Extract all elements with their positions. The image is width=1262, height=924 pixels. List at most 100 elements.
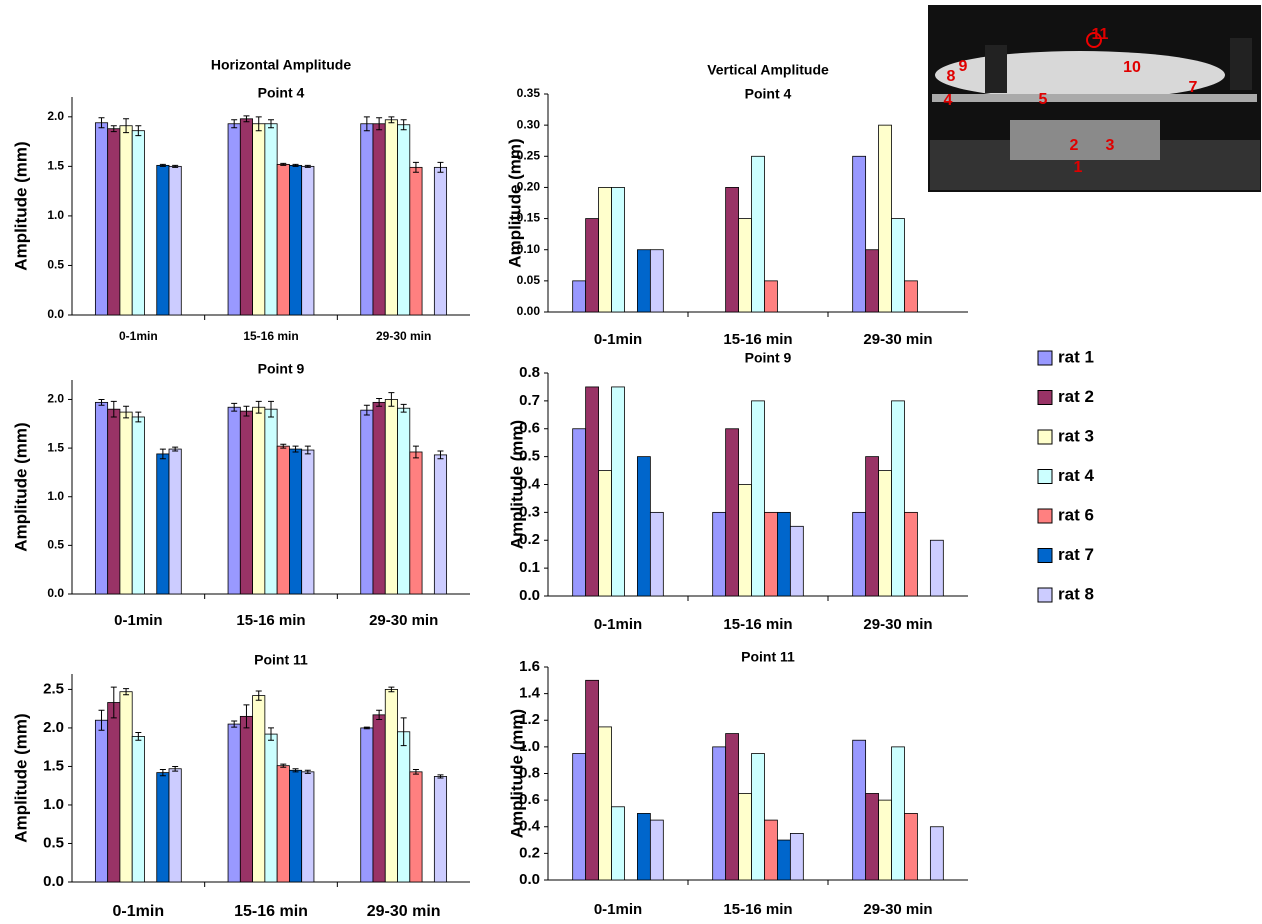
legend-swatch [1037, 390, 1053, 405]
bar [891, 218, 905, 313]
bar [777, 839, 791, 881]
bar [239, 410, 253, 595]
y-tick-label: 0.2 [519, 844, 540, 861]
error-bar [243, 405, 250, 417]
bar [264, 733, 278, 883]
y-tick-label: 0.35 [517, 86, 541, 100]
bar [409, 771, 423, 883]
bar [372, 123, 386, 316]
error-bar [280, 443, 287, 449]
bar [725, 428, 739, 597]
bar [360, 727, 374, 883]
y-tick-label: 1.0 [47, 208, 64, 222]
bar [264, 123, 278, 316]
bar [904, 813, 918, 881]
error-bar [268, 727, 274, 741]
bar [598, 726, 612, 881]
bar [598, 470, 612, 597]
bar [384, 119, 398, 316]
error-bar [280, 162, 287, 166]
y-axis-label: Amplitude (mm) [507, 420, 526, 549]
y-tick-label: 0.5 [47, 538, 64, 552]
legend-swatch [1037, 429, 1053, 445]
bar [637, 813, 651, 881]
bar [878, 470, 892, 597]
legend-label: rat 4 [1058, 466, 1094, 485]
chart-title: Point 9 [258, 361, 305, 377]
bar [433, 454, 448, 595]
photo-band [1230, 38, 1252, 90]
bar [433, 166, 448, 316]
bar [865, 793, 879, 881]
error-bar [400, 403, 407, 413]
error-bar [135, 411, 142, 423]
bar [751, 753, 765, 881]
bar [637, 456, 651, 597]
y-tick-label: 0.20 [517, 180, 541, 194]
y-tick-label: 1.0 [47, 489, 64, 503]
bar [384, 689, 398, 883]
error-bar [135, 732, 142, 741]
photo-label: 2 [1070, 137, 1079, 154]
error-bar [268, 400, 274, 418]
y-tick-label: 1.0 [519, 738, 540, 755]
error-bar [400, 119, 407, 131]
bar [131, 736, 145, 883]
bar [107, 128, 121, 316]
bar [227, 723, 241, 883]
photo-label: 7 [1189, 79, 1198, 96]
x-tick-label: 15-16 min [723, 901, 792, 918]
error-bar [412, 769, 419, 775]
error-bar [437, 774, 444, 779]
chart-title: Point 11 [254, 652, 308, 668]
y-tick-label: 1.6 [519, 658, 540, 675]
bar [397, 407, 411, 595]
bar [751, 155, 765, 313]
error-bar [172, 765, 179, 772]
legend-swatch [1037, 350, 1053, 366]
bar [252, 406, 266, 595]
y-tick-label: 1.2 [519, 711, 540, 728]
bar [168, 768, 182, 883]
error-bar [135, 125, 142, 137]
y-tick-label: 0.00 [517, 304, 541, 318]
error-bar [172, 164, 179, 168]
bar [94, 122, 109, 316]
error-bar [172, 446, 179, 452]
legend-swatch [1037, 548, 1053, 563]
y-tick-label: 0.5 [47, 258, 64, 272]
bar [119, 691, 133, 883]
y-tick-label: 1.0 [43, 796, 64, 813]
error-bar [98, 709, 105, 731]
error-bar [304, 445, 311, 455]
y-tick-label: 0.4 [519, 475, 541, 492]
error-bar [304, 769, 311, 774]
y-tick-label: 2.0 [47, 392, 64, 406]
x-tick-label: 0-1min [594, 901, 642, 918]
bar [789, 525, 804, 597]
y-tick-label: 0.15 [517, 211, 541, 225]
photo-label: 11 [1092, 26, 1109, 43]
x-tick-label: 0-1min [594, 331, 642, 348]
error-bar [280, 763, 287, 768]
error-bar [292, 163, 299, 167]
bar [725, 733, 739, 881]
bar [572, 753, 587, 881]
x-tick-label: 0-1min [113, 903, 165, 920]
bar [865, 249, 879, 313]
error-bar [376, 117, 383, 131]
bar [904, 511, 918, 597]
error-bar [123, 688, 130, 696]
legend-label: rat 6 [1058, 505, 1094, 524]
photo-marker [1086, 32, 1102, 48]
bar [585, 679, 599, 881]
x-tick-label: 0-1min [594, 616, 642, 633]
photo-label: 9 [959, 58, 968, 75]
photo-rat [935, 51, 1225, 99]
error-bar [231, 720, 238, 728]
error-bar [255, 690, 262, 701]
chart-subtitle: Point 4 [745, 86, 792, 102]
photo-label: 4 [944, 92, 953, 109]
bar [227, 406, 241, 595]
error-bar [98, 117, 105, 129]
